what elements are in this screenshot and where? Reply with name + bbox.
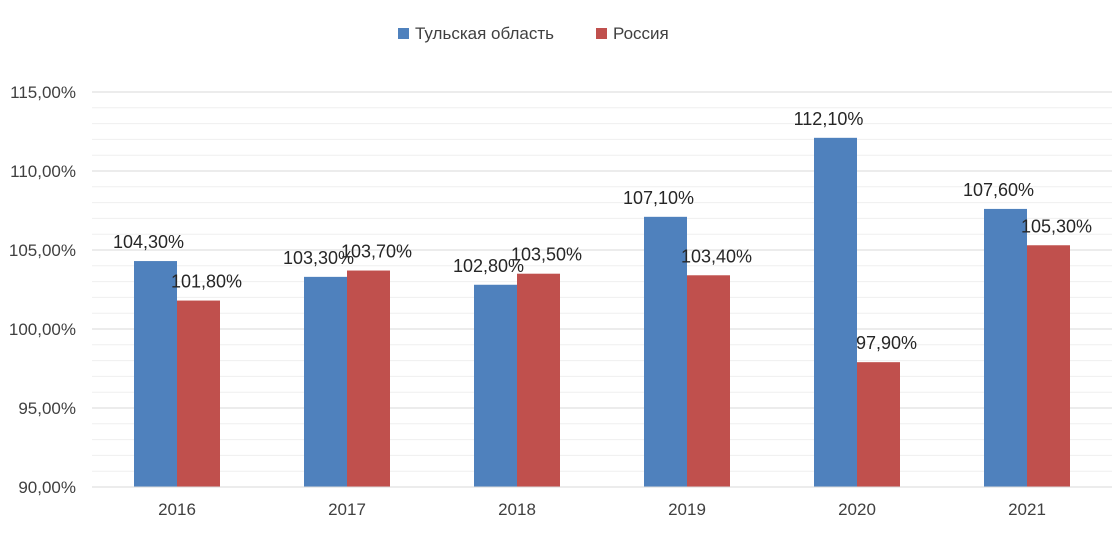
- bar-tula-2016: [134, 261, 177, 487]
- major-gridlines: [92, 91, 1112, 488]
- legend-label: Тульская область: [415, 24, 554, 43]
- y-tick-label: 90,00%: [18, 478, 76, 497]
- data-label: 103,40%: [681, 246, 752, 266]
- y-tick-label: 115,00%: [10, 83, 76, 102]
- x-axis: 2016 2017 2018 2019 2020 2021: [92, 486, 1112, 519]
- legend-swatch: [398, 28, 409, 39]
- data-label: 107,60%: [963, 180, 1034, 200]
- legend: Тульская область Россия: [398, 24, 669, 43]
- minor-gridlines: [92, 107, 1112, 472]
- x-tick-label: 2016: [158, 500, 196, 519]
- x-tick-label: 2018: [498, 500, 536, 519]
- legend-label: Россия: [613, 24, 669, 43]
- x-tick-label: 2019: [668, 500, 706, 519]
- bar-tula-2018: [474, 284, 517, 487]
- y-tick-label: 100,00%: [9, 320, 76, 339]
- bar-tula-2017: [304, 276, 347, 487]
- y-tick-label: 95,00%: [18, 399, 76, 418]
- data-label: 97,90%: [856, 333, 917, 353]
- data-label: 102,80%: [453, 256, 524, 276]
- data-label: 107,10%: [623, 188, 694, 208]
- data-label: 101,80%: [171, 272, 242, 292]
- bar-tula-2019: [644, 216, 687, 487]
- data-label: 103,50%: [511, 245, 582, 265]
- bar-tula-2021: [984, 208, 1027, 488]
- y-axis: 90,00% 95,00% 100,00% 105,00% 110,00% 115,00%: [9, 83, 76, 497]
- data-label: 105,30%: [1021, 216, 1092, 236]
- data-label: 103,70%: [341, 242, 412, 262]
- bar-russia-2016: [177, 300, 220, 487]
- x-tick-label: 2021: [1008, 500, 1046, 519]
- x-tick-label: 2017: [328, 500, 366, 519]
- bar-tula-2020: [814, 137, 857, 487]
- data-label: 104,30%: [113, 232, 184, 252]
- data-label: 103,30%: [283, 248, 354, 268]
- y-tick-label: 105,00%: [9, 241, 76, 260]
- bar-russia-2021: [1027, 245, 1070, 487]
- data-label: 112,10%: [794, 109, 864, 129]
- bar-russia-2019: [687, 275, 730, 487]
- bar-russia-2018: [517, 273, 560, 487]
- legend-swatch: [596, 28, 607, 39]
- y-tick-label: 110,00%: [10, 162, 76, 181]
- bar-russia-2017: [347, 270, 390, 487]
- x-tick-label: 2020: [838, 500, 876, 519]
- bars: 104,30% 101,80% 103,30%103,70% 102,80%103,5…: [113, 109, 1092, 488]
- bar-russia-2020: [857, 362, 900, 487]
